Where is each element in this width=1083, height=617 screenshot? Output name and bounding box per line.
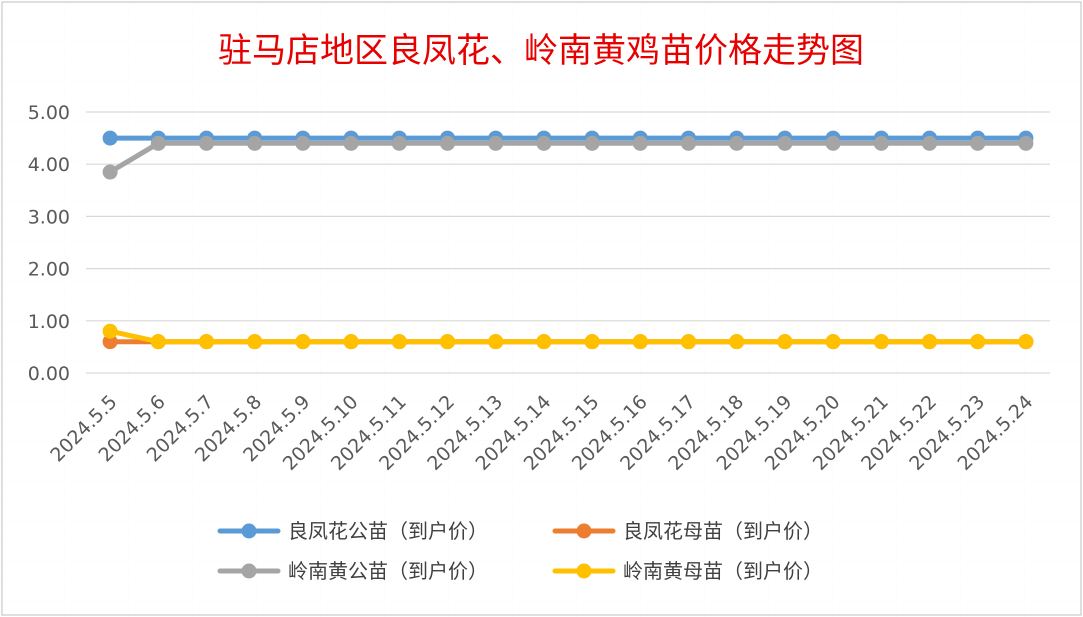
data-point (102, 164, 118, 180)
data-point (102, 323, 118, 339)
data-point (873, 135, 889, 151)
data-point (1018, 334, 1034, 350)
y-tick-label: 3.00 (28, 206, 70, 228)
data-point (922, 135, 937, 151)
data-point (536, 135, 552, 151)
data-point (295, 334, 311, 350)
series-line-2 (107, 140, 1029, 175)
data-point (391, 334, 407, 350)
legend-swatch-marker (576, 563, 592, 579)
legend-label: 岭南黄母苗（到户价） (623, 559, 823, 583)
data-point (632, 135, 648, 151)
data-point (729, 135, 745, 151)
data-point (584, 334, 600, 350)
data-point (391, 135, 407, 151)
data-point (681, 135, 696, 151)
series-lines (102, 130, 1034, 350)
y-tick-label: 0.00 (28, 363, 70, 385)
data-point (102, 130, 118, 146)
data-point (295, 135, 311, 151)
data-point (825, 334, 841, 350)
data-point (873, 334, 889, 350)
legend-swatch-marker (241, 523, 257, 539)
data-point (970, 334, 986, 350)
legend-item-1: 良凤花母苗（到户价） (552, 519, 823, 543)
data-point (970, 135, 986, 151)
series-3 (102, 323, 1034, 350)
legend: 良凤花公苗（到户价） 良凤花母苗（到户价） 岭南黄公苗（到户价） 岭南黄母苗（到户价） (217, 519, 823, 583)
data-point (150, 334, 166, 350)
y-tick-label: 2.00 (28, 259, 70, 281)
data-point (729, 334, 745, 350)
data-point (247, 334, 263, 350)
data-point (199, 334, 214, 350)
legend-swatch-marker (241, 563, 257, 579)
series-line-3 (107, 328, 1029, 345)
y-tick-label: 1.00 (28, 311, 70, 333)
legend-item-2: 岭南黄公苗（到户价） (217, 559, 488, 583)
data-point (681, 334, 696, 350)
data-point (440, 135, 455, 151)
data-point (440, 334, 455, 350)
data-point (150, 135, 166, 151)
legend-swatch-marker (576, 523, 592, 539)
data-point (488, 334, 504, 350)
data-point (343, 334, 359, 350)
y-tick-label: 4.00 (28, 154, 70, 176)
y-tick-label: 5.00 (28, 102, 70, 124)
legend-item-3: 岭南黄母苗（到户价） (552, 559, 823, 583)
gridlines (86, 111, 1050, 374)
data-point (825, 135, 841, 151)
data-point (536, 334, 552, 350)
data-point (777, 135, 793, 151)
legend-item-0: 良凤花公苗（到户价） (217, 519, 488, 543)
data-point (199, 135, 214, 151)
data-point (102, 334, 118, 350)
chart-title: 驻马店地区良凤花、岭南黄鸡苗价格走势图 (218, 31, 864, 71)
data-point (632, 334, 648, 350)
legend-label: 良凤花母苗（到户价） (623, 519, 823, 543)
data-point (777, 334, 793, 350)
data-point (247, 135, 263, 151)
legend-label: 良凤花公苗（到户价） (288, 519, 488, 543)
series-2 (102, 135, 1034, 180)
data-point (488, 135, 504, 151)
data-point (922, 334, 937, 350)
legend-label: 岭南黄公苗（到户价） (288, 559, 488, 583)
data-point (1018, 135, 1034, 151)
data-point (343, 135, 359, 151)
data-point (584, 135, 600, 151)
